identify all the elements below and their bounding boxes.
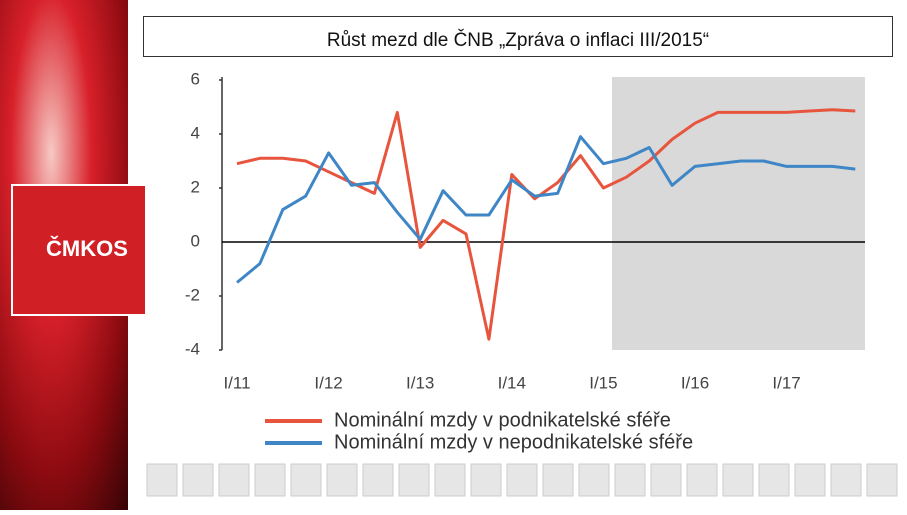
x-tick-label: I/16 — [681, 373, 709, 392]
y-tick-label: 0 — [191, 231, 200, 250]
legend-label: Nominální mzdy v podnikatelské sféře — [334, 409, 671, 431]
logo-box — [11, 184, 147, 316]
y-tick-label: 2 — [191, 177, 200, 196]
x-tick-label: I/13 — [406, 373, 434, 392]
plot: -4 -2 0 2 4 6 I/11 I/12 I/13 I/14 I/15 I/16 I/17 Nomi… — [185, 69, 865, 453]
x-tick-label: I/12 — [314, 373, 342, 392]
y-tick-label: -4 — [185, 339, 200, 358]
title-box — [143, 16, 893, 57]
series-line — [236, 108, 856, 341]
forecast-area — [612, 77, 865, 350]
y-tick-label: -2 — [185, 285, 200, 304]
y-tick-label: 4 — [191, 123, 200, 142]
x-tick-label: I/14 — [498, 373, 526, 392]
x-tick-label: I/11 — [223, 373, 250, 392]
chart-title: Růst mezd dle ČNB „Zpráva o inflaci III/… — [327, 29, 709, 51]
y-tick-label: 6 — [191, 69, 200, 88]
footer-logos — [146, 463, 898, 497]
x-tick-label: I/17 — [772, 373, 800, 392]
x-tick-label: I/15 — [589, 373, 617, 392]
legend-label: Nominální mzdy v nepodnikatelské sféře — [334, 431, 693, 453]
series-line — [236, 135, 856, 284]
logo-text: ČMKOS — [46, 236, 128, 261]
